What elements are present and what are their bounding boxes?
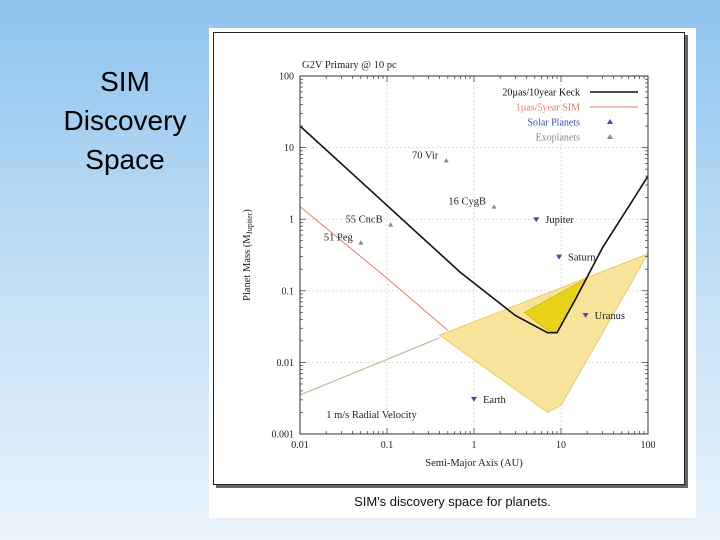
exoplanet-label: 55 CncB <box>346 215 383 226</box>
solar-planet-label: Saturn <box>568 253 596 264</box>
exoplanet-label: 16 CygB <box>448 197 486 208</box>
legend-marker-swatch <box>607 119 613 124</box>
exoplanet-marker <box>388 222 394 227</box>
exoplanet-marker <box>491 204 497 209</box>
legend-label: Exoplanets <box>536 133 581 144</box>
slide-title-line: Space <box>85 144 165 175</box>
y-axis-label-main: Planet Mass (M <box>242 234 253 301</box>
slide-title-line: Discovery <box>63 105 187 136</box>
x-tick-label: 0.1 <box>381 440 394 451</box>
solar-planet-label: Jupiter <box>545 215 574 226</box>
legend-marker-swatch <box>607 134 613 139</box>
figure-panel: 0.01 0.1 1 10 100 0.001 0.01 0.1 1 10 100 G2V Prima… <box>209 28 696 518</box>
x-axis-label: Semi-Major Axis (AU) <box>425 458 523 469</box>
solar-planet-label: Uranus <box>595 311 625 322</box>
x-tick-label: 100 <box>641 440 656 451</box>
y-tick-label: 0.01 <box>277 358 295 369</box>
exoplanet-marker <box>443 158 449 163</box>
y-tick-label: 100 <box>279 72 294 83</box>
legend-label: 1µas/5year SIM <box>516 103 580 114</box>
x-tick-label: 1 <box>472 440 477 451</box>
solar-planet-marker <box>582 312 589 318</box>
exoplanet-label: 51 Peg <box>324 233 354 244</box>
solar-planet-marker <box>471 396 477 402</box>
y-tick-label: 0.1 <box>282 286 295 297</box>
y-tick-label: 10 <box>284 143 294 154</box>
slide-title-line: SIM <box>100 66 150 97</box>
series-line <box>299 125 649 334</box>
solar-planet-marker <box>556 254 563 260</box>
y-tick-label: 1 <box>289 215 294 226</box>
slide-title: SIM Discovery Space <box>30 62 220 179</box>
y-tick-label: 0.001 <box>272 430 295 441</box>
y-axis-label: Planet Mass (MJupiter) <box>242 209 254 301</box>
legend-label: Solar Planets <box>528 118 581 129</box>
solar-planet-marker <box>533 217 540 223</box>
annotation-label: 1 m/s Radial Velocity <box>326 410 417 421</box>
solar-planet-label: Earth <box>483 395 506 406</box>
x-tick-label: 10 <box>556 440 566 451</box>
exoplanet-label: 70 Vir <box>412 151 439 162</box>
legend-label: 20µas/10year Keck <box>502 88 580 99</box>
figure-caption: SIM's discovery space for planets. <box>354 494 551 509</box>
series-line <box>299 206 449 331</box>
region-sim-zone <box>438 252 649 413</box>
y-axis-label-sub: Jupiter <box>245 212 254 234</box>
y-axis-label-end: ) <box>242 209 253 213</box>
exoplanet-marker <box>358 240 364 245</box>
series-line <box>299 337 440 396</box>
chart-frame: 0.01 0.1 1 10 100 0.001 0.01 0.1 1 10 100 G2V Prima… <box>213 32 685 485</box>
x-tick-label: 0.01 <box>291 440 309 451</box>
chart-title: G2V Primary @ 10 pc <box>302 60 397 71</box>
